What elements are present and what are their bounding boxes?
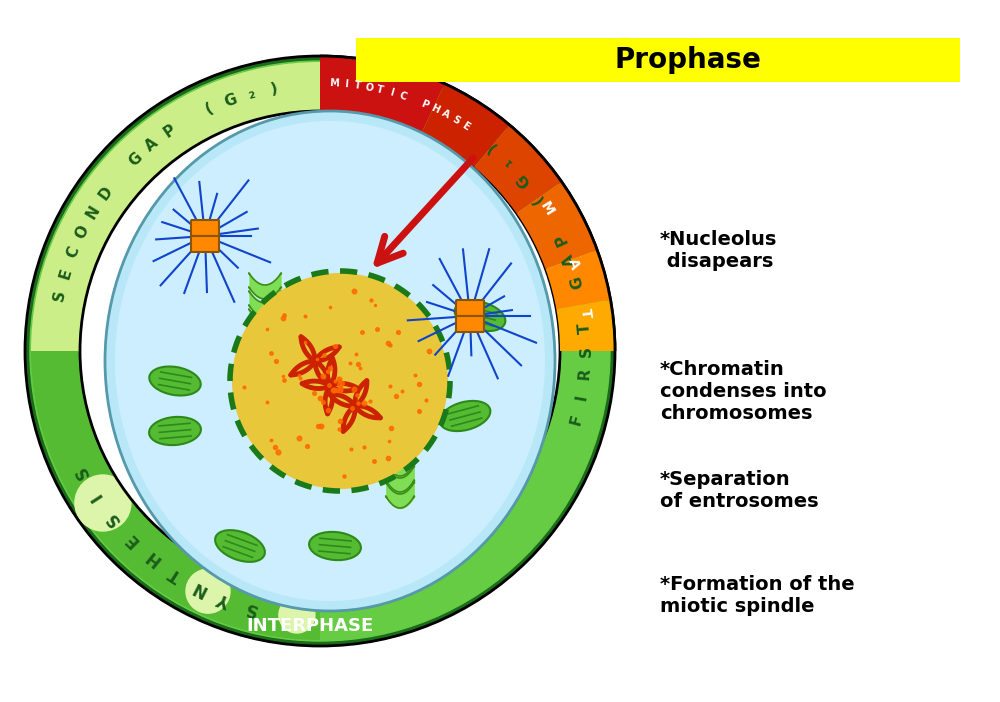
Bar: [356, 39, 960, 82]
Wedge shape: [320, 56, 445, 133]
Circle shape: [30, 61, 610, 641]
Wedge shape: [546, 250, 611, 310]
Text: H: H: [142, 546, 164, 569]
FancyBboxPatch shape: [456, 316, 484, 332]
Text: I: I: [88, 489, 106, 503]
Text: S: S: [243, 597, 259, 618]
Text: O: O: [364, 82, 374, 93]
Text: (: (: [530, 192, 546, 206]
Text: (: (: [203, 101, 216, 117]
Text: G: G: [568, 274, 586, 290]
Text: T: T: [376, 84, 385, 95]
Text: T: T: [353, 80, 361, 91]
Text: A: A: [143, 135, 161, 154]
Text: R: R: [577, 368, 593, 380]
Text: M: M: [329, 78, 339, 88]
Text: E: E: [57, 267, 74, 281]
Text: P: P: [161, 122, 179, 140]
Circle shape: [279, 597, 315, 633]
Text: ): ): [269, 81, 278, 97]
Text: *Formation of the
miotic spindle: *Formation of the miotic spindle: [660, 575, 855, 616]
Text: G: G: [222, 91, 239, 110]
Ellipse shape: [440, 401, 490, 431]
Text: E: E: [460, 120, 471, 132]
Ellipse shape: [232, 273, 448, 489]
Text: A: A: [565, 256, 582, 271]
Text: A: A: [561, 252, 579, 268]
Text: S: S: [103, 508, 124, 529]
Text: ₁: ₁: [500, 155, 516, 171]
Wedge shape: [31, 351, 320, 640]
Wedge shape: [320, 62, 609, 351]
Text: G: G: [514, 171, 534, 190]
Text: T: T: [577, 322, 593, 333]
Text: Prophase: Prophase: [615, 46, 762, 74]
Text: T: T: [578, 308, 593, 319]
Text: S: S: [450, 114, 462, 126]
Text: I: I: [389, 88, 395, 98]
Text: *Nucleolus
 disapears: *Nucleolus disapears: [660, 230, 777, 271]
Text: ): ): [484, 139, 498, 155]
Text: T: T: [165, 564, 185, 585]
Ellipse shape: [149, 417, 201, 445]
Text: *Chromatin
condenses into
chromosomes: *Chromatin condenses into chromosomes: [660, 360, 827, 423]
Text: G: G: [126, 150, 145, 169]
Circle shape: [80, 111, 560, 591]
Ellipse shape: [149, 366, 201, 395]
FancyBboxPatch shape: [191, 220, 219, 236]
Ellipse shape: [215, 530, 265, 562]
Circle shape: [186, 569, 230, 613]
Text: S: S: [72, 463, 94, 481]
Ellipse shape: [115, 121, 545, 601]
Text: M: M: [538, 199, 557, 218]
Text: N: N: [189, 577, 210, 600]
Wedge shape: [556, 300, 615, 351]
Text: P: P: [419, 98, 430, 110]
Text: INTERPHASE: INTERPHASE: [246, 617, 374, 635]
Text: Y: Y: [216, 589, 234, 610]
Text: O: O: [72, 223, 92, 241]
Text: D: D: [96, 184, 115, 203]
FancyBboxPatch shape: [191, 236, 219, 252]
Circle shape: [75, 475, 131, 531]
Wedge shape: [421, 84, 510, 167]
Text: *Separation
of entrosomes: *Separation of entrosomes: [660, 470, 819, 511]
Text: S: S: [51, 289, 68, 303]
Text: C: C: [398, 91, 408, 102]
Text: N: N: [83, 203, 103, 222]
FancyBboxPatch shape: [456, 300, 484, 316]
Text: A: A: [440, 108, 451, 121]
Text: F: F: [568, 413, 586, 427]
Text: I: I: [343, 79, 348, 89]
Ellipse shape: [309, 532, 361, 560]
Circle shape: [25, 56, 615, 646]
Text: C: C: [64, 244, 82, 260]
Wedge shape: [517, 182, 597, 269]
Wedge shape: [474, 125, 562, 213]
Text: I: I: [574, 393, 590, 402]
Text: S: S: [578, 345, 594, 357]
Ellipse shape: [105, 111, 555, 611]
Text: H: H: [430, 103, 441, 115]
Text: E: E: [122, 529, 142, 550]
Ellipse shape: [455, 301, 505, 331]
Text: P: P: [552, 230, 570, 247]
Text: ₂: ₂: [247, 86, 257, 102]
Wedge shape: [31, 62, 320, 351]
